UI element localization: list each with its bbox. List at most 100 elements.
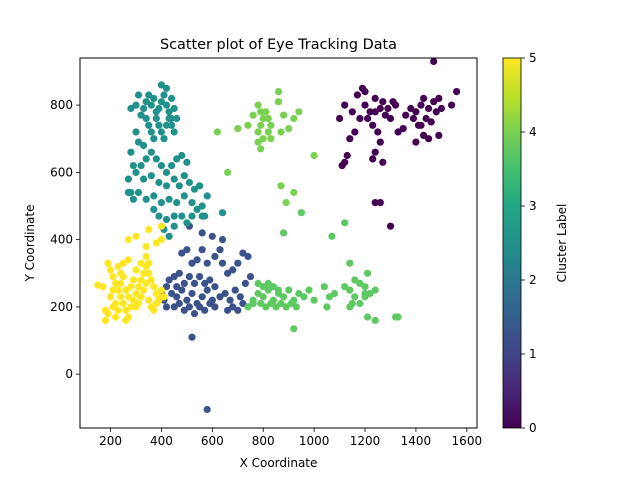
scatter-point-182: [142, 195, 150, 203]
scatter-point-88: [226, 296, 234, 304]
scatter-point-253: [371, 316, 379, 324]
scatter-point-234: [274, 286, 283, 294]
scatter-point-337: [152, 299, 160, 308]
scatter-point-245: [371, 286, 379, 294]
scatter-point-250: [348, 299, 356, 308]
scatter-point-299: [106, 266, 115, 274]
scatter-point-343: [124, 256, 132, 264]
scatter-point-227: [282, 303, 290, 311]
scatter-point-10: [361, 101, 369, 109]
scatter-point-219: [300, 293, 308, 301]
scatter-point-350: [142, 242, 150, 250]
scatter-point-246: [351, 293, 359, 301]
scatter-point-323: [117, 279, 125, 287]
scatter-point-260: [280, 229, 288, 237]
scatter-point-95: [229, 266, 237, 274]
y-tick-label: 0: [65, 367, 73, 381]
scatter-point-102: [203, 259, 211, 267]
scatter-point-243: [361, 283, 369, 291]
scatter-point-97: [239, 249, 247, 257]
scatter-point-280: [290, 114, 298, 123]
scatter-point-78: [170, 273, 178, 281]
scatter-point-111: [188, 333, 196, 341]
scatter-point-325: [122, 286, 130, 294]
scatter-point-142: [157, 128, 165, 136]
scatter-point-161: [157, 162, 165, 170]
scatter-point-224: [267, 299, 275, 308]
scatter-point-156: [129, 162, 137, 170]
scatter-point-340: [160, 293, 168, 301]
scatter-point-94: [224, 269, 232, 277]
scatter-point-327: [127, 283, 135, 291]
scatter-point-228: [287, 299, 295, 308]
scatter-point-167: [124, 175, 132, 183]
scatter-point-4: [379, 98, 387, 106]
scatter-point-80: [180, 279, 188, 287]
scatter-point-173: [170, 175, 178, 183]
colorbar-tick-label: 2: [529, 273, 537, 287]
scatter-point-151: [127, 104, 135, 113]
scatter-point-108: [218, 236, 227, 244]
scatter-point-207: [168, 114, 176, 123]
y-tick-label: 600: [50, 165, 73, 179]
scatter-point-144: [162, 121, 171, 129]
scatter-point-83: [196, 273, 204, 281]
scatter-point-334: [145, 296, 153, 304]
scatter-point-344: [132, 266, 140, 274]
scatter-point-3: [364, 114, 372, 123]
scatter-point-71: [190, 310, 199, 318]
scatter-point-270: [267, 121, 275, 129]
scatter-point-37: [409, 114, 417, 123]
colorbar-tick-label: 3: [529, 199, 537, 213]
scatter-point-261: [290, 325, 298, 333]
scatter-point-39: [427, 118, 435, 126]
scatter-point-215: [280, 293, 288, 301]
scatter-point-226: [277, 299, 285, 308]
scatter-point-57: [162, 283, 171, 291]
scatter-point-76: [216, 293, 224, 301]
scatter-point-244: [366, 289, 374, 298]
scatter-point-238: [323, 303, 331, 311]
scatter-point-166: [183, 158, 191, 166]
scatter-point-27: [417, 101, 425, 109]
scatter-point-105: [188, 259, 196, 267]
scatter-point-302: [114, 286, 122, 294]
scatter-point-288: [224, 168, 232, 176]
chart-title: Scatter plot of Eye Tracking Data: [160, 37, 397, 53]
y-axis: 0 200 400 600 800: [50, 98, 80, 381]
x-tick-label: 1200: [350, 434, 381, 448]
scatter-point-278: [285, 125, 293, 133]
scatter-point-77: [165, 276, 173, 284]
scatter-point-47: [412, 138, 420, 146]
y-tick-label: 800: [50, 98, 73, 112]
scatter-point-106: [193, 256, 201, 264]
scatter-point-5: [386, 114, 395, 123]
scatter-point-242: [356, 279, 364, 287]
scatter-point-35: [407, 104, 415, 113]
scatter-point-2: [376, 104, 384, 113]
scatter-point-355: [109, 303, 117, 311]
scatter-point-352: [157, 236, 165, 244]
scatter-point-110: [198, 229, 206, 237]
scatter-point-100: [216, 246, 224, 254]
scatter-point-273: [259, 135, 267, 143]
scatter-point-155: [127, 148, 135, 156]
scatter-point-291: [290, 188, 298, 197]
scatter-point-68: [175, 299, 183, 308]
scatter-point-172: [162, 182, 171, 190]
scatter-point-258: [328, 232, 336, 240]
scatter-point-75: [211, 303, 219, 311]
scatter-point-139: [150, 135, 158, 143]
scatter-point-237: [330, 289, 339, 298]
scatter-point-255: [394, 313, 402, 321]
scatter-point-211: [259, 293, 267, 301]
scatter-point-184: [157, 199, 165, 207]
scatter-point-307: [127, 303, 135, 311]
scatter-point-84: [201, 279, 209, 287]
scatter-point-292: [310, 151, 318, 160]
scatter-point-358: [104, 310, 112, 318]
scatter-point-11: [356, 114, 364, 123]
scatter-point-192: [188, 212, 196, 220]
scatter-point-26: [412, 108, 420, 116]
scatter-point-353: [157, 222, 165, 230]
